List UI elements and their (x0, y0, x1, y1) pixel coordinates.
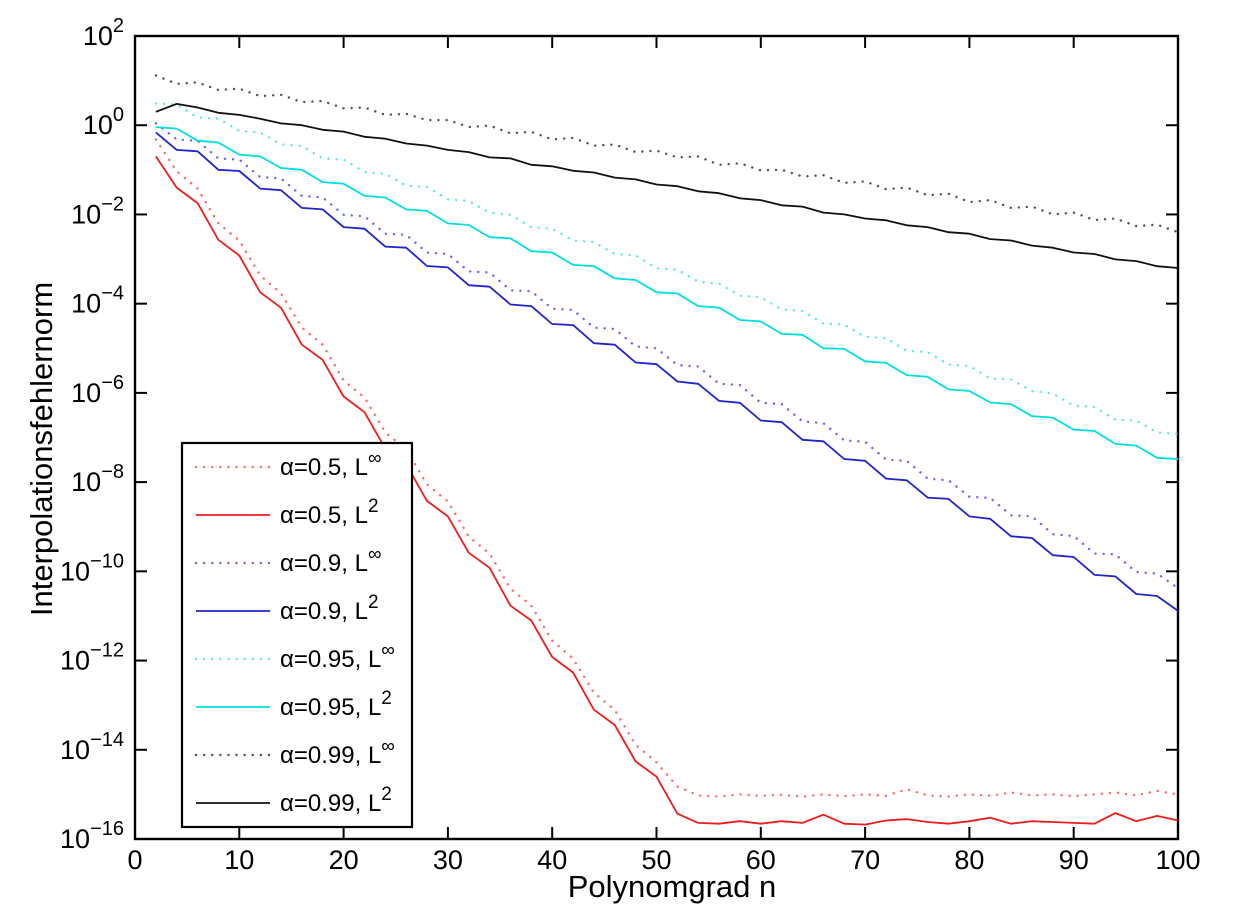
legend-entry-alpha-0.9-L2: α=0.9, L2 (196, 592, 379, 625)
x-tick-label: 20 (329, 845, 359, 875)
legend-entry-alpha-0.5-Linf: α=0.5, L∞ (194, 448, 381, 481)
legend-entry-alpha-0.99-L2: α=0.99, L2 (196, 784, 392, 817)
x-axis-label: Polynomgrad n (568, 869, 777, 904)
legend-label: α=0.95, L2 (280, 688, 392, 721)
legend-label: α=0.99, L∞ (280, 736, 395, 769)
y-tick-label: 10−14 (60, 729, 124, 765)
x-tick-label: 100 (1155, 845, 1200, 875)
legend-label: α=0.95, L∞ (280, 640, 395, 673)
x-tick-label: 90 (1059, 845, 1089, 875)
series-line-alpha-0.9-L2 (155, 131, 1179, 612)
legend: α=0.5, L∞ α=0.5, L2 α=0.9, L∞ α=0.9, L2 α=0.… (180, 441, 414, 829)
x-tick-label: 0 (127, 845, 142, 875)
x-tick-label: 50 (641, 845, 671, 875)
series-line-alpha-0.99-L2 (155, 103, 1179, 269)
legend-label: α=0.5, L∞ (280, 448, 381, 481)
y-axis-ticks: 102 100 10−2 10−4 10−6 10−8 10−10 10−12 10−14 10−… (60, 15, 1178, 854)
series-line-alpha-0.5-Linf (154, 138, 1180, 798)
y-tick-label: 10−10 (60, 550, 124, 586)
axes: 0 10 20 30 40 50 60 70 80 90 100 102 100 10−2 10−4 10−6… (60, 15, 1201, 875)
y-tick-label: 10−4 (71, 283, 124, 319)
y-tick-label: 10−8 (71, 461, 124, 497)
x-tick-label: 70 (850, 845, 880, 875)
legend-entry-alpha-0.95-L2: α=0.95, L2 (196, 688, 392, 721)
series-line-alpha-0.95-L2 (155, 126, 1179, 460)
legend-entry-alpha-0.5-L2: α=0.5, L2 (196, 496, 379, 529)
x-axis-ticks: 0 10 20 30 40 50 60 70 80 90 100 (127, 36, 1201, 875)
series-lines (154, 74, 1180, 826)
legend-label: α=0.9, L2 (280, 592, 379, 625)
y-tick-label: 10−6 (71, 372, 124, 408)
legend-label: α=0.5, L2 (280, 496, 379, 529)
y-tick-label: 100 (83, 104, 124, 140)
y-tick-label: 10−2 (71, 193, 124, 229)
legend-entry-alpha-0.9-Linf: α=0.9, L∞ (194, 544, 381, 577)
y-tick-label: 102 (83, 15, 124, 51)
legend-label: α=0.99, L2 (280, 784, 392, 817)
y-tick-label: 10−12 (60, 640, 124, 676)
x-tick-label: 80 (954, 845, 984, 875)
y-axis-label: Interpolationsfehlernorm (24, 282, 59, 616)
x-tick-label: 60 (746, 845, 776, 875)
series-line-alpha-0.5-L2 (155, 155, 1179, 826)
x-tick-label: 10 (224, 845, 254, 875)
legend-box (180, 441, 414, 829)
legend-entry-alpha-0.95-Linf: α=0.95, L∞ (194, 640, 395, 673)
x-tick-label: 30 (433, 845, 463, 875)
x-tick-label: 40 (537, 845, 567, 875)
series-line-alpha-0.95-Linf (154, 102, 1180, 436)
legend-label: α=0.9, L∞ (280, 544, 381, 577)
series-line-alpha-0.99-Linf (154, 74, 1180, 234)
legend-entry-alpha-0.99-Linf: α=0.99, L∞ (194, 736, 395, 769)
y-tick-label: 10−16 (60, 818, 124, 854)
